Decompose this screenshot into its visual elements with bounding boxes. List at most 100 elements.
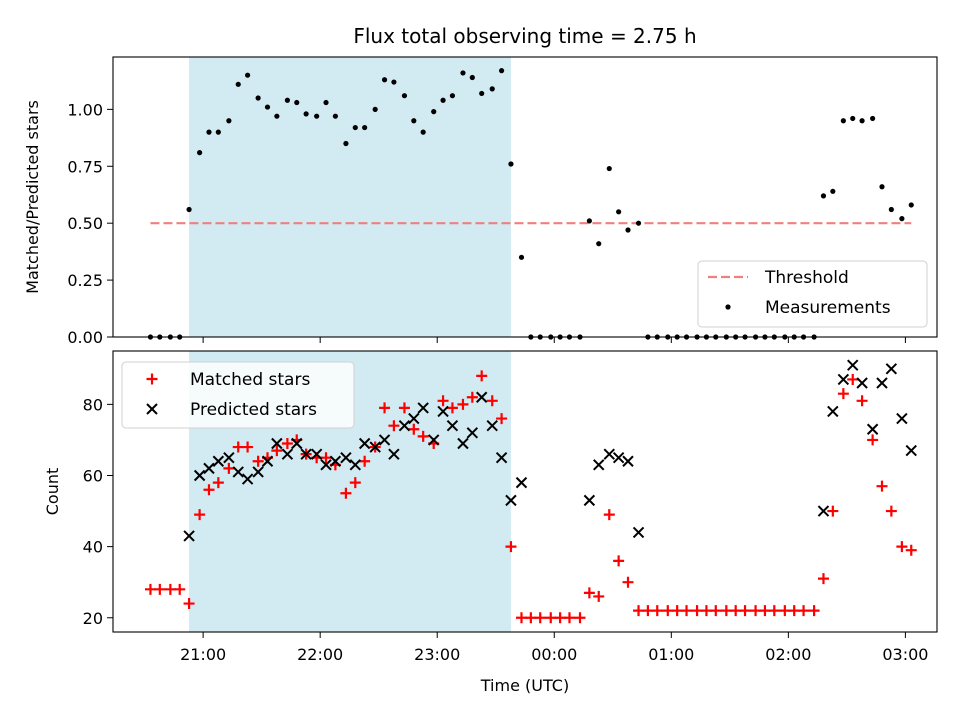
matched-star-point [730,605,742,617]
matched-star-point [633,605,645,617]
matched-star-point [867,434,879,446]
predicted-star-point [320,459,332,471]
measurement-point [343,140,349,147]
x-axis-label: Time (UTC) [480,676,569,695]
matched-star-point [505,541,517,553]
measurement-point [479,90,485,97]
matched-star-point [739,605,751,617]
matched-star-point [720,605,732,617]
predicted-star-point [378,434,391,446]
matched-star-point [515,612,527,624]
measurement-point [820,193,827,199]
measurement-point [449,93,456,99]
measurement-point [197,150,203,156]
top-observing-span [189,57,511,337]
predicted-star-point [232,466,244,478]
measurement-point [215,129,221,135]
legend-threshold-label: Threshold [764,268,849,288]
measurement-point [879,184,885,190]
measurement-point [255,95,261,101]
predicted-star-point [896,412,908,425]
measurement-point [596,241,602,247]
matched-star-point [827,505,839,517]
x-tick-label: 22:00 [297,645,343,664]
matched-star-point [603,509,615,521]
predicted-star-point [408,412,420,425]
predicted-star-point [329,455,342,467]
measurement-point [635,220,642,226]
matched-star-point [144,583,156,595]
bottom-y-tick-label: 20 [83,609,103,628]
legend-measurements-swatch [725,304,731,310]
predicted-star-point [827,405,839,418]
predicted-star-point [427,434,440,446]
predicted-star-point [437,405,449,418]
matched-star-point [817,573,829,585]
predicted-star-point [281,448,294,460]
bottom-y-axis-label: Count [43,468,62,516]
matched-star-point [583,587,595,599]
matched-star-point [252,455,264,467]
matched-star-point [554,612,566,624]
bottom-y-tick-label: 80 [83,395,103,414]
predicted-star-point [876,377,888,389]
matched-star-point [710,605,722,617]
predicted-star-point [417,402,429,414]
predicted-star-point [885,363,898,375]
predicted-star-point [446,419,459,432]
measurement-point [352,124,358,131]
matched-star-point [164,583,176,595]
matched-star-point [349,477,361,489]
matched-star-point [750,605,762,617]
measurement-point [372,106,378,112]
measurement-point [186,206,192,213]
predicted-star-point [193,469,206,482]
predicted-star-point [837,373,850,386]
matched-star-point [759,605,771,617]
measurement-point [830,188,836,194]
bottom-axes-frame [112,350,938,633]
matched-star-point [885,505,897,517]
top-y-tick-label: 0.00 [67,328,103,347]
predicted-star-point [398,419,411,432]
predicted-star-point [505,494,517,507]
matched-star-point [446,402,458,414]
measurement-point [508,161,514,167]
measurement-point [401,93,408,99]
measurement-point [391,79,397,85]
matched-star-point [700,605,712,617]
predicted-star-point [457,437,469,450]
measurement-point [226,118,232,124]
measurement-point [870,115,876,122]
predicted-star-point [583,494,596,507]
matched-star-point [232,441,244,453]
matched-star-point [194,509,206,521]
x-tick-label: 01:00 [648,645,694,664]
matched-star-point [154,583,166,595]
predicted-star-point [261,455,274,467]
matched-star-point [574,612,586,624]
matched-star-point [593,590,605,602]
top-y-tick-label: 0.25 [67,271,103,290]
legend-measurements-label: Measurements [765,298,891,318]
measurement-point [606,165,612,172]
x-tick-label: 23:00 [414,645,460,664]
matched-star-point [534,612,546,624]
predicted-star-point [622,455,634,467]
predicted-star-point [310,448,323,460]
matched-star-point [808,605,820,617]
matched-star-point [563,612,575,624]
matched-star-point [174,583,186,595]
legend-predicted-swatch [146,403,158,415]
matched-star-point [613,555,625,567]
measurement-point [381,77,388,83]
bottom-y-tick-label: 40 [83,538,103,557]
measurement-point [411,118,417,124]
predicted-star-point [593,459,605,471]
measurement-point [440,97,446,103]
predicted-star-point [203,462,215,475]
measurement-point [469,74,475,81]
matched-star-point [417,430,429,442]
measurement-point [332,113,338,119]
